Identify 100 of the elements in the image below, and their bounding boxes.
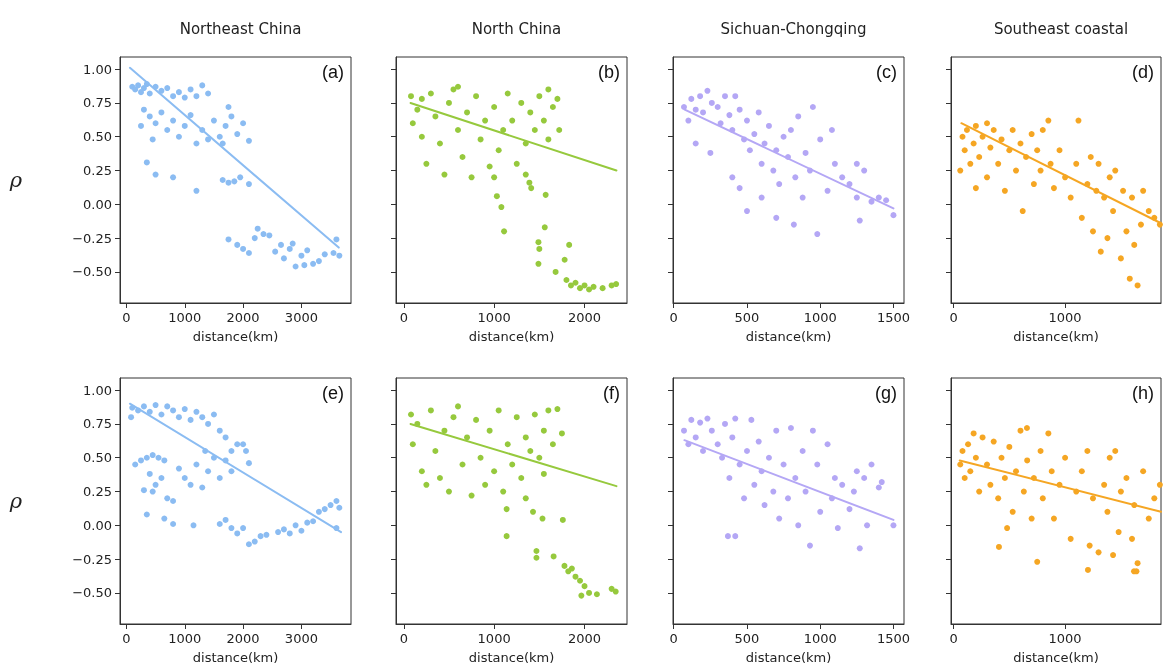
point xyxy=(1120,187,1127,194)
point xyxy=(868,461,875,468)
point xyxy=(1117,488,1124,495)
point xyxy=(787,126,794,133)
point xyxy=(1001,187,1008,194)
point xyxy=(1110,552,1117,559)
point xyxy=(539,515,546,522)
point xyxy=(743,447,750,454)
y-tick-label: 1.00 xyxy=(83,61,112,77)
point xyxy=(1145,208,1152,215)
point xyxy=(1134,282,1141,289)
point xyxy=(758,160,765,167)
point xyxy=(1039,126,1046,133)
point xyxy=(998,136,1005,143)
x-tick-label: 1000 xyxy=(168,310,202,325)
point xyxy=(984,174,991,181)
y-tick-label: 0.00 xyxy=(83,517,112,533)
point xyxy=(761,502,768,509)
point xyxy=(853,194,860,201)
point xyxy=(976,154,983,161)
x-axis-title: distance(km) xyxy=(468,329,555,344)
point xyxy=(593,591,600,598)
point xyxy=(957,167,964,174)
point xyxy=(1078,468,1085,475)
point xyxy=(831,475,838,482)
point xyxy=(608,585,615,592)
x-tick-label: 1000 xyxy=(1048,631,1082,646)
point xyxy=(550,553,557,560)
point xyxy=(1089,495,1096,502)
point xyxy=(522,434,529,441)
point xyxy=(773,427,780,434)
annotation: (h) xyxy=(1132,383,1154,403)
point xyxy=(809,427,816,434)
point xyxy=(1104,235,1111,242)
point xyxy=(1131,241,1138,248)
point xyxy=(722,93,728,100)
point xyxy=(704,87,711,94)
point xyxy=(726,112,733,119)
point xyxy=(780,133,787,140)
x-tick-label: 1000 xyxy=(1048,310,1082,325)
point xyxy=(503,506,510,513)
point xyxy=(707,149,714,156)
annotation: (f) xyxy=(603,383,620,403)
y-tick-label: 1.00 xyxy=(83,382,112,398)
point xyxy=(883,197,890,204)
point xyxy=(961,475,968,482)
point xyxy=(746,147,753,154)
annotation: (d) xyxy=(1132,62,1154,82)
point xyxy=(802,149,809,156)
point xyxy=(729,174,736,181)
point xyxy=(549,441,556,448)
point xyxy=(732,415,739,422)
point xyxy=(1006,443,1013,450)
point xyxy=(1104,508,1111,515)
point xyxy=(1030,181,1037,188)
point xyxy=(799,447,806,454)
point xyxy=(787,425,794,432)
point xyxy=(806,542,813,549)
point xyxy=(965,441,972,448)
y-tick-label: −0.50 xyxy=(72,264,112,280)
point xyxy=(795,522,802,529)
point xyxy=(530,508,537,515)
point xyxy=(700,109,707,116)
point xyxy=(1156,481,1163,488)
point xyxy=(1017,427,1024,434)
x-tick-label: 0 xyxy=(669,631,678,646)
point xyxy=(697,93,704,100)
point xyxy=(817,508,824,515)
point xyxy=(1140,187,1147,194)
point xyxy=(792,174,799,181)
point xyxy=(1140,468,1147,475)
point xyxy=(697,419,704,426)
point xyxy=(680,104,687,111)
point xyxy=(765,122,772,129)
point xyxy=(743,117,750,124)
point xyxy=(459,461,466,468)
point xyxy=(473,416,480,423)
y-tick-label: 0.50 xyxy=(83,450,112,466)
point xyxy=(972,454,979,461)
point xyxy=(708,99,715,106)
point xyxy=(995,495,1002,502)
point xyxy=(824,441,831,448)
point xyxy=(732,533,739,540)
x-tick-label: 3000 xyxy=(284,631,318,646)
x-tick-label: 2000 xyxy=(567,631,602,646)
point xyxy=(1013,468,1020,475)
point xyxy=(790,221,797,228)
point xyxy=(1089,228,1096,235)
point xyxy=(1023,425,1030,432)
point xyxy=(536,454,543,461)
point xyxy=(957,461,964,468)
point xyxy=(795,113,802,120)
point xyxy=(688,416,695,423)
point xyxy=(578,592,585,599)
point xyxy=(853,160,860,167)
point xyxy=(839,174,846,181)
x-tick-label: 0 xyxy=(949,310,958,325)
point xyxy=(1013,167,1020,174)
point xyxy=(1019,208,1026,215)
point xyxy=(1084,447,1091,454)
